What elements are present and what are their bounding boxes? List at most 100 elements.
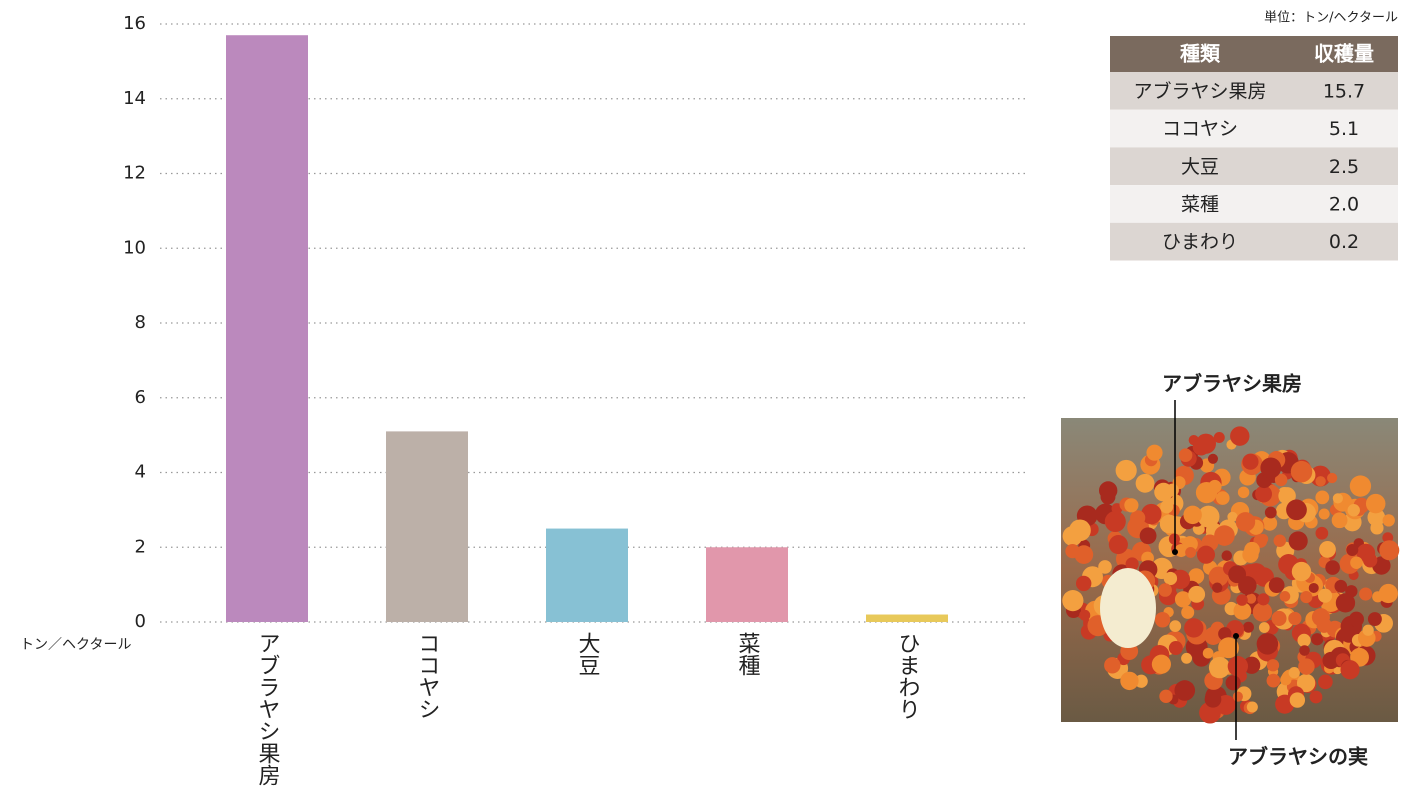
- table-unit: 単位：トン/ヘクタール: [1264, 10, 1398, 26]
- y-tick-label: 4: [135, 462, 146, 483]
- fruit: [1242, 453, 1259, 470]
- fruit: [1362, 624, 1374, 636]
- fruit: [1288, 667, 1300, 679]
- fruit: [1237, 486, 1250, 499]
- fruit: [1218, 637, 1239, 659]
- fruit: [1319, 541, 1336, 558]
- fruit: [1208, 656, 1231, 679]
- photo: [1061, 418, 1400, 724]
- fruit: [1315, 476, 1326, 487]
- fruit: [1242, 621, 1254, 633]
- table-row-bg: [1110, 185, 1398, 223]
- fruit: [1365, 493, 1386, 514]
- fruit: [1174, 680, 1196, 701]
- fruit: [1208, 566, 1229, 587]
- fruit: [1188, 585, 1206, 603]
- fruit: [1362, 553, 1378, 568]
- fruit: [1141, 503, 1162, 525]
- fruit: [1174, 591, 1192, 608]
- table-cell: ココヤシ: [1162, 118, 1238, 140]
- fruit: [1163, 571, 1178, 586]
- fruit: [1280, 674, 1292, 686]
- x-tick-label: ひまわり: [895, 632, 920, 720]
- fruit: [1178, 448, 1193, 463]
- fruit: [1288, 531, 1308, 551]
- fruit: [1288, 611, 1302, 626]
- fruit: [1359, 587, 1373, 601]
- fruit: [1318, 674, 1333, 690]
- fruit: [1115, 459, 1137, 482]
- fruit: [1154, 482, 1173, 502]
- y-tick-label: 16: [123, 13, 146, 34]
- y-tick-label: 8: [135, 312, 146, 333]
- fruit: [1245, 593, 1257, 604]
- photo-label: アブラヤシ果房: [1162, 372, 1302, 396]
- fruit: [1382, 514, 1395, 527]
- bar: [386, 431, 468, 622]
- table-cell: 15.7: [1323, 80, 1365, 102]
- fruit: [1151, 654, 1171, 674]
- fruit: [1335, 593, 1356, 613]
- leader-dot: [1233, 633, 1239, 639]
- table-header: 種類: [1180, 42, 1221, 66]
- bar: [706, 547, 788, 622]
- fruit: [1317, 588, 1333, 603]
- x-tick-label: ココヤシ: [415, 632, 440, 720]
- y-tick-label: 12: [123, 163, 146, 184]
- fruit: [1202, 647, 1214, 659]
- fruit: [1188, 568, 1205, 585]
- fruit: [1260, 457, 1282, 479]
- y-tick-label: 2: [135, 536, 146, 557]
- table-row-bg: [1110, 72, 1398, 110]
- fruit: [1225, 675, 1241, 691]
- fruit: [1184, 618, 1204, 638]
- fruit: [1308, 582, 1319, 593]
- x-tick-label: 菜種: [735, 632, 761, 676]
- bar: [866, 614, 948, 622]
- table-row-bg: [1110, 109, 1398, 148]
- fruit: [1196, 545, 1216, 564]
- x-tick-label: 大豆: [575, 632, 601, 676]
- fruit: [1268, 577, 1285, 594]
- fruit: [1098, 560, 1112, 574]
- fruit: [1207, 453, 1219, 464]
- fruit: [1108, 535, 1128, 555]
- y-axis-label: トン／ヘクタール: [20, 637, 131, 653]
- fruit: [1169, 620, 1182, 632]
- fruit: [1318, 508, 1330, 520]
- fruit: [1311, 633, 1324, 646]
- fruit: [1146, 444, 1163, 461]
- fruit: [1275, 694, 1295, 714]
- fruit: [1181, 605, 1195, 619]
- fruit: [1069, 519, 1091, 542]
- fruit: [1230, 426, 1250, 446]
- stalk: [1100, 568, 1156, 648]
- fruit: [1349, 475, 1372, 497]
- fruit: [1212, 582, 1223, 593]
- fruit: [1139, 527, 1157, 545]
- fruit: [1098, 481, 1118, 500]
- fruit: [1159, 689, 1173, 704]
- fruit: [1279, 591, 1291, 602]
- fruit: [1255, 485, 1273, 503]
- fruit: [1300, 591, 1313, 604]
- fruit: [1227, 656, 1249, 677]
- fruit: [1347, 504, 1360, 517]
- fruit: [1135, 473, 1155, 493]
- fruit: [1379, 540, 1400, 561]
- fruit: [1213, 432, 1225, 444]
- fruit: [1378, 583, 1398, 604]
- fruit: [1235, 512, 1256, 532]
- fruit: [1340, 660, 1360, 680]
- table-cell: アブラヤシ果房: [1133, 79, 1266, 102]
- fruit: [1238, 576, 1257, 595]
- fruit: [1221, 550, 1233, 561]
- table-header-bg: [1110, 36, 1398, 72]
- fruit: [1367, 612, 1382, 627]
- table-cell: 0.2: [1329, 231, 1359, 253]
- table-row-bg: [1110, 147, 1398, 186]
- fruit: [1350, 556, 1363, 569]
- bar: [226, 35, 308, 622]
- fruit: [1181, 652, 1193, 664]
- fruit: [1256, 633, 1279, 655]
